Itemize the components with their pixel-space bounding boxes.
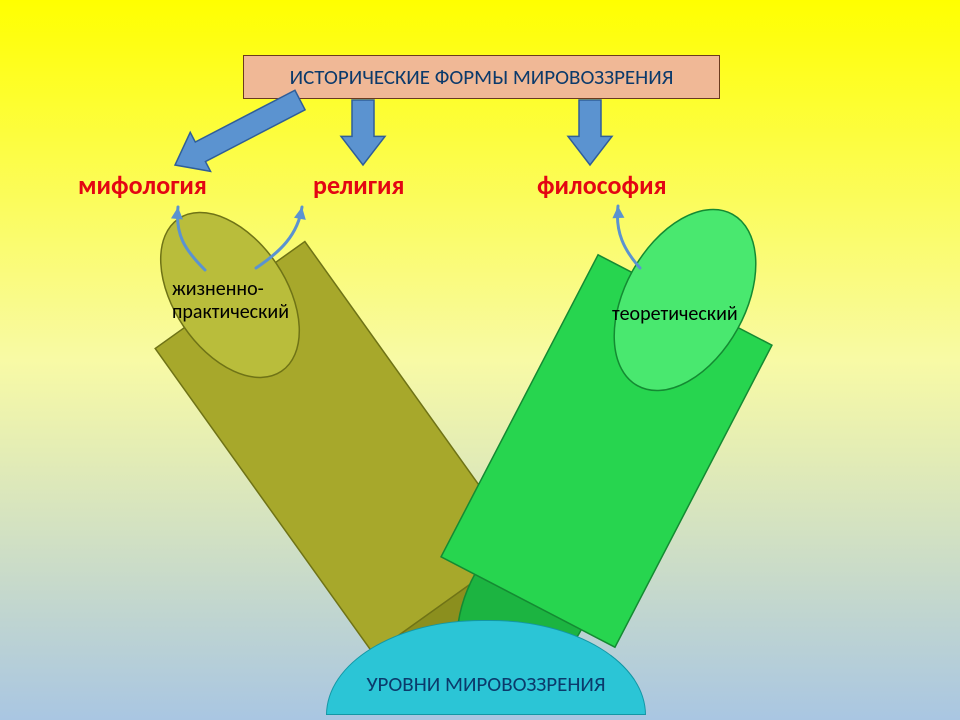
svg-overlay (0, 0, 960, 720)
curly-arrow-practical-to-mythology (171, 207, 205, 270)
label-mythology: мифология (78, 169, 207, 201)
arrow-to-philosophy (568, 100, 612, 165)
arrow-to-religion (341, 100, 385, 165)
curly-arrow-practical-to-religion (256, 207, 306, 268)
diagram-stage: ИСТОРИЧЕСКИЕ ФОРМЫ МИРОВОЗЗРЕНИЯ мифолог… (0, 0, 960, 720)
cylinder-label-theoretical: теоретический (612, 303, 738, 326)
label-philosophy: философия (537, 169, 667, 201)
base-levels: УРОВНИ МИРОВОЗЗРЕНИЯ (326, 620, 646, 715)
cylinder-label-practical: жизненно-практический (172, 278, 289, 324)
title-text: ИСТОРИЧЕСКИЕ ФОРМЫ МИРОВОЗЗРЕНИЯ (290, 64, 674, 90)
base-text: УРОВНИ МИРОВОЗЗРЕНИЯ (366, 671, 605, 697)
curly-arrow-theoretical-to-philosophy (612, 206, 640, 268)
title-box: ИСТОРИЧЕСКИЕ ФОРМЫ МИРОВОЗЗРЕНИЯ (243, 55, 720, 99)
label-religion: религия (313, 169, 404, 201)
arrow-to-mythology (175, 90, 305, 171)
